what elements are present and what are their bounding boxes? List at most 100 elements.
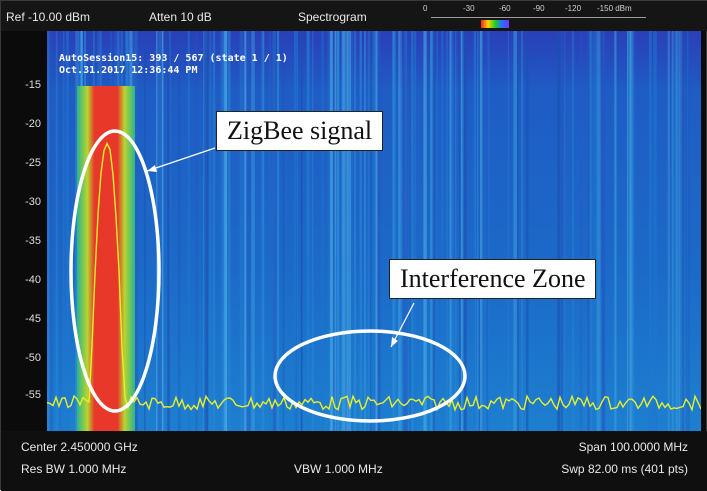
noise-streak [526,31,529,431]
scale-label: -120 [565,4,582,13]
noise-streak [507,31,509,431]
noise-streak [571,31,575,431]
noise-streak [521,31,524,431]
noise-streak [269,31,271,431]
noise-streak [306,31,310,431]
noise-streak [244,31,247,431]
noise-streak [463,31,467,431]
noise-streak [461,31,464,431]
noise-streak [295,31,297,431]
noise-streak [398,31,402,431]
noise-streak [459,31,462,431]
noise-streak [614,31,617,431]
noise-streak [430,31,433,431]
noise-streak [55,31,58,431]
color-scale: 0 -30 -60 -90 -120 -150 dBm [421,4,671,30]
noise-streak [239,31,244,431]
noise-streak [560,31,563,431]
y-tick-label: -40 [25,274,41,286]
noise-streak [167,31,171,431]
noise-streak [261,31,264,431]
y-tick-label: -30 [25,196,41,208]
scale-label: -150 dBm [597,4,632,13]
noise-streak [158,31,162,431]
noise-streak [486,31,488,431]
noise-streak [557,31,561,431]
noise-streak [579,31,583,431]
noise-streak [601,31,606,431]
noise-streak [477,31,479,431]
noise-streak [678,31,683,431]
color-gradient [481,20,509,28]
noise-streak [277,31,280,431]
y-axis: -15 -20 -25 -30 -35 -40 -45 -50 -55 [1,31,47,431]
noise-streak [375,31,378,431]
noise-streak [204,31,209,431]
noise-streak [414,31,417,431]
noise-streak [436,31,438,431]
noise-streak [300,31,303,431]
noise-streak [515,31,519,431]
noise-streak [336,31,340,431]
noise-streak [392,31,395,431]
spectrogram-plot [47,31,701,431]
y-tick-label: -25 [25,157,41,169]
video-bandwidth: VBW 1.000 MHz [294,462,383,476]
noise-streak [282,31,285,431]
session-line-2: Oct.31.2017 12:36:44 PM [59,65,198,76]
noise-streak [590,31,592,431]
noise-streak [631,31,635,431]
noise-streak [134,31,138,431]
noise-streak [372,31,376,431]
scale-line [431,17,646,18]
scale-label: -60 [499,4,511,13]
noise-streak [346,31,351,431]
noise-streak [513,31,517,431]
scale-label: -90 [533,4,545,13]
noise-streak [477,31,480,431]
noise-streak [351,31,353,431]
noise-streak [334,31,337,431]
noise-streak [209,31,212,431]
noise-streak [162,31,164,431]
noise-streak [596,31,601,431]
noise-streak [377,31,381,431]
session-line-1: AutoSession15: 393 / 567 (state 1 / 1) [59,53,288,64]
noise-streak [370,31,372,431]
noise-streak [63,31,65,431]
noise-streak [272,31,276,431]
noise-streak [359,31,362,431]
noise-streak [473,31,476,431]
noise-streak [674,31,677,431]
noise-streak [47,31,50,431]
noise-streak [479,31,483,431]
zigbee-pointer-arrowhead [147,165,157,172]
scale-label: -30 [463,4,475,13]
reference-level: Ref -10.00 dBm [6,10,91,24]
noise-streak [628,31,630,431]
noise-streak [629,31,633,431]
interference-ellipse [273,329,467,423]
display-mode: Spectrogram [298,10,367,24]
noise-streak [589,31,593,431]
noise-streak [223,31,228,431]
noise-streak [345,31,349,431]
noise-streak [349,31,352,431]
noise-streak [475,31,476,431]
y-tick-label: -20 [25,118,41,130]
noise-streak [398,31,400,431]
noise-streak [221,31,226,431]
noise-streak [311,31,314,431]
spectrum-trace [47,141,701,413]
noise-streak [403,31,408,431]
noise-streak [410,31,414,431]
y-tick-label: -15 [25,79,41,91]
noise-streak [446,31,449,431]
noise-streak [49,31,54,431]
session-info: AutoSession15: 393 / 567 (state 1 / 1) O… [59,53,288,77]
noise-streak [686,31,690,431]
noise-streak [345,31,349,431]
attenuation: Atten 10 dB [149,10,212,24]
noise-streak [212,31,216,431]
